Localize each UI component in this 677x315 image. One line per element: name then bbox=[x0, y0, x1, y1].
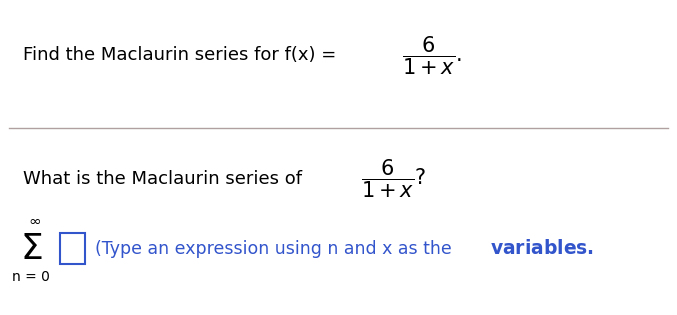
FancyBboxPatch shape bbox=[60, 233, 85, 264]
Text: (Type an expression using n and x as the: (Type an expression using n and x as the bbox=[95, 240, 458, 258]
Text: n = 0: n = 0 bbox=[12, 270, 50, 284]
Text: Find the Maclaurin series for f(x) =: Find the Maclaurin series for f(x) = bbox=[23, 46, 342, 64]
Text: What is the Maclaurin series of: What is the Maclaurin series of bbox=[23, 170, 307, 188]
Text: $\dfrac{6}{1+x}$?: $\dfrac{6}{1+x}$? bbox=[361, 158, 426, 200]
Text: $\bf{variables.}$: $\bf{variables.}$ bbox=[490, 239, 594, 258]
Text: $\dfrac{6}{1+x}$.: $\dfrac{6}{1+x}$. bbox=[402, 34, 462, 77]
Text: $\Sigma$: $\Sigma$ bbox=[20, 232, 42, 266]
Text: $\infty$: $\infty$ bbox=[28, 214, 41, 228]
